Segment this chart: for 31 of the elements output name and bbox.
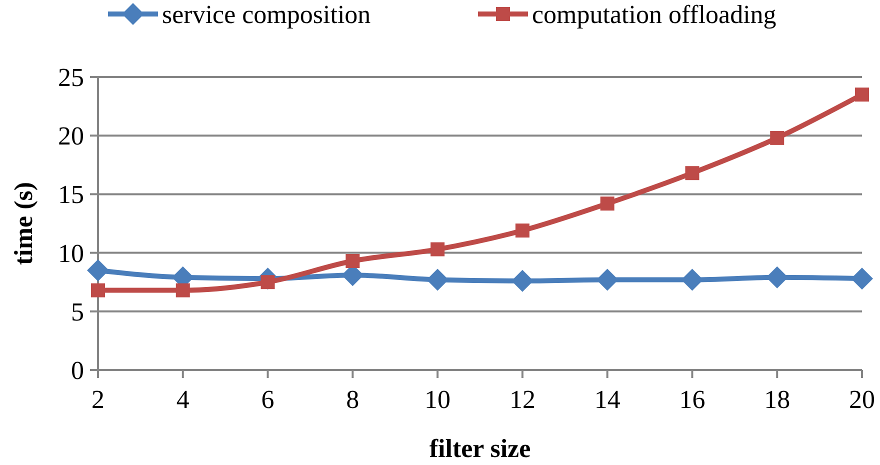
legend-label: service composition: [162, 0, 371, 29]
point: [87, 259, 109, 282]
y-tick-label: 0: [71, 356, 84, 385]
point: [176, 283, 190, 298]
y-tick-label: 10: [58, 238, 84, 268]
x-tick-label: 10: [424, 385, 451, 414]
point: [346, 254, 360, 268]
x-tick-label: 18: [764, 385, 790, 414]
x-tick-label: 14: [594, 385, 620, 414]
point: [430, 242, 445, 256]
y-tick-label: 15: [58, 180, 84, 210]
y-tick-label: 5: [71, 297, 84, 326]
point: [855, 88, 869, 102]
x-tick-label: 12: [509, 385, 536, 414]
point: [770, 130, 784, 145]
point: [851, 268, 873, 290]
x-tick-label: 16: [679, 385, 706, 414]
x-tick-label: 20: [849, 385, 875, 414]
x-tick-label: 2: [92, 385, 104, 414]
point: [600, 196, 614, 211]
x-axis-title: filter size: [429, 434, 531, 463]
y-tick-label: 20: [58, 122, 84, 151]
x-tick-label: 6: [261, 385, 274, 414]
point: [685, 166, 700, 180]
y-tick-label: 25: [58, 63, 84, 92]
legend-label: computation offloading: [532, 0, 776, 29]
point: [515, 224, 530, 238]
x-tick-label: 8: [346, 385, 360, 414]
y-axis-title: time (s): [9, 182, 38, 266]
point: [91, 283, 105, 298]
x-tick-label: 4: [176, 385, 190, 414]
